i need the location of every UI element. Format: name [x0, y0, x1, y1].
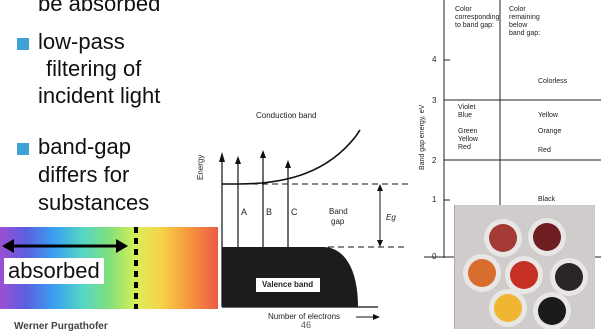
table-col1-header: Color corresponding to band gap:	[455, 6, 499, 30]
transition-label-c: C	[291, 207, 298, 217]
absorbed-label-text: absorbed	[8, 258, 100, 283]
conduction-band-label: Conduction band	[256, 111, 317, 120]
header-line: band gap:	[509, 30, 541, 37]
valence-band-label: Valence band	[262, 280, 314, 289]
pigment-samples-photo	[454, 205, 595, 329]
right-color-colorless: Colorless	[538, 78, 568, 85]
bullet-marker	[17, 38, 29, 50]
right-color-red: Red	[538, 147, 551, 154]
text-fragment-top: be absorbed	[38, 0, 161, 16]
color-entry: Blue	[458, 112, 473, 119]
right-color-orange: Orange	[538, 128, 562, 135]
bullet-line: low-pass	[38, 29, 125, 54]
page-number: 46	[301, 320, 312, 330]
electrons-axis-label: Number of electrons	[268, 312, 341, 321]
right-color-yellow: Yellow	[538, 112, 558, 119]
tick-2: 2	[432, 156, 437, 165]
header-line: corresponding	[455, 14, 500, 21]
tick-3: 3	[432, 96, 437, 105]
band-gap-label-1: Band	[329, 207, 348, 216]
tick-4: 4	[432, 55, 437, 64]
color-entry: Green	[458, 128, 478, 135]
transition-label-a: A	[241, 207, 248, 217]
footer-author: Werner Purgathofer	[14, 321, 108, 332]
bullet-line: band-gap	[38, 134, 131, 159]
color-entry: Red	[458, 144, 471, 151]
transition-label-b: B	[266, 207, 273, 217]
header-line: Color	[509, 6, 526, 13]
bullet-line: differs for	[38, 162, 130, 187]
table-col2-header: Color remaining below band gap:	[509, 6, 540, 38]
band-gap-label-2: gap	[331, 217, 345, 226]
energy-axis-label: Energy	[196, 154, 205, 180]
bullet-marker	[17, 143, 29, 155]
header-line: to band gap:	[455, 22, 494, 29]
tick-0: 0	[432, 252, 437, 261]
eg-label: Eg	[386, 213, 396, 222]
color-entry: Violet	[458, 104, 476, 111]
left-colors: Violet Blue Green Yellow Red	[458, 104, 478, 152]
header-line: Color	[455, 6, 472, 13]
tick-1: 1	[432, 195, 437, 204]
bullet-line: filtering of	[46, 56, 142, 81]
band-gap-axis-label: Band gap energy, eV	[419, 104, 426, 170]
bullet-line: incident light	[38, 83, 161, 108]
band-diagram	[219, 129, 408, 320]
bullet-line: substances	[38, 190, 150, 215]
header-line: below	[509, 22, 528, 29]
absorbed-label: absorbed	[4, 258, 104, 284]
absorption-annotation	[2, 227, 138, 309]
right-color-black: Black	[538, 196, 556, 203]
color-entry: Yellow	[458, 136, 478, 143]
header-line: remaining	[509, 14, 540, 21]
